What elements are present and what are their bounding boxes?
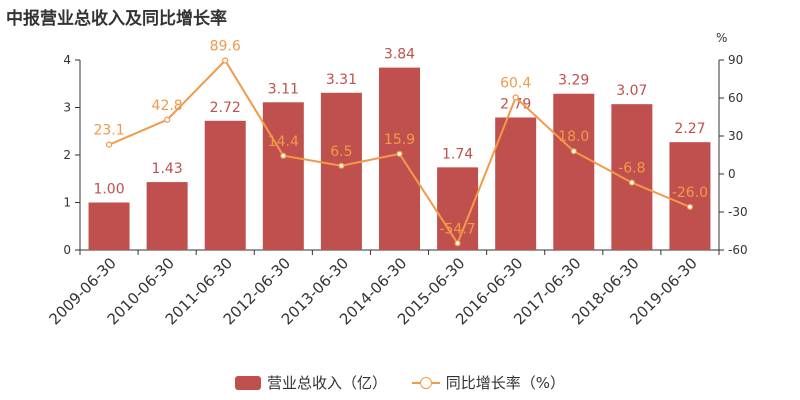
bar-value-label: 3.11	[268, 81, 299, 97]
growth-point	[570, 148, 577, 155]
growth-point	[164, 116, 171, 123]
y-left-tick-label: 1	[63, 196, 71, 210]
bar-value-label: 2.27	[674, 121, 705, 137]
bar	[262, 102, 304, 251]
legend-label-revenue: 营业总收入（亿）	[266, 374, 387, 392]
y-right-tick-label: -60	[728, 243, 748, 257]
y-right-tick-label: 30	[728, 129, 743, 143]
growth-value-label: -54.7	[439, 221, 475, 237]
legend-item-growth[interactable]: 同比增长率（%）	[411, 372, 566, 393]
bar	[88, 202, 130, 250]
growth-value-label: 14.4	[268, 134, 299, 150]
bar-value-label: 3.07	[616, 83, 647, 99]
y-right-tick-label: -30	[728, 205, 748, 219]
growth-point	[280, 152, 287, 159]
growth-point	[628, 179, 635, 186]
legend-item-revenue[interactable]: 营业总收入（亿）	[234, 372, 387, 393]
growth-point	[105, 141, 113, 148]
growth-value-label: 60.4	[500, 75, 531, 91]
growth-point	[222, 57, 229, 64]
growth-value-label: 18.0	[558, 129, 589, 145]
growth-point	[338, 162, 345, 169]
bar-value-label: 2.79	[500, 96, 531, 112]
bar	[320, 92, 362, 251]
legend: 营业总收入（亿） 同比增长率（%）	[0, 372, 800, 394]
bar-value-label: 3.31	[326, 72, 357, 88]
y-right-tick-label: 60	[728, 91, 743, 105]
bar	[553, 93, 595, 250]
legend-label-growth: 同比增长率（%）	[445, 374, 566, 392]
bar	[204, 120, 246, 250]
growth-point	[686, 203, 694, 211]
growth-value-label: 15.9	[384, 132, 415, 148]
y-left-tick-label: 0	[63, 243, 71, 257]
bar	[611, 104, 653, 250]
bar	[146, 182, 188, 250]
growth-value-label: 42.8	[152, 98, 183, 114]
y-left-tick-label: 4	[63, 53, 71, 67]
bar	[379, 67, 420, 250]
bar-value-label: 1.00	[93, 182, 124, 198]
legend-line-swatch	[411, 376, 440, 390]
y-right-unit: %	[716, 31, 727, 45]
y-left-tick-label: 3	[63, 101, 71, 115]
bar	[669, 142, 711, 250]
growth-point	[512, 94, 519, 101]
growth-value-label: 23.1	[93, 123, 124, 139]
bar-value-label: 3.84	[384, 47, 415, 63]
bar-value-label: 2.72	[210, 100, 241, 116]
y-right-tick-label: 90	[728, 53, 743, 67]
bar-value-label: 3.29	[558, 73, 589, 89]
growth-value-label: -26.0	[672, 185, 708, 201]
growth-value-label: -6.8	[618, 161, 645, 177]
bar	[495, 117, 537, 250]
growth-point	[454, 240, 461, 247]
legend-bar-swatch	[234, 375, 261, 390]
bar-value-label: 1.43	[152, 161, 183, 177]
bar-value-label: 1.74	[442, 146, 473, 162]
growth-value-label: 6.5	[330, 144, 352, 160]
y-left-tick-label: 2	[63, 148, 71, 162]
growth-point	[396, 150, 403, 157]
growth-value-label: 89.6	[210, 39, 241, 55]
chart-title: 中报营业总收入及同比增长率	[6, 9, 227, 29]
y-right-tick-label: 0	[728, 167, 736, 181]
